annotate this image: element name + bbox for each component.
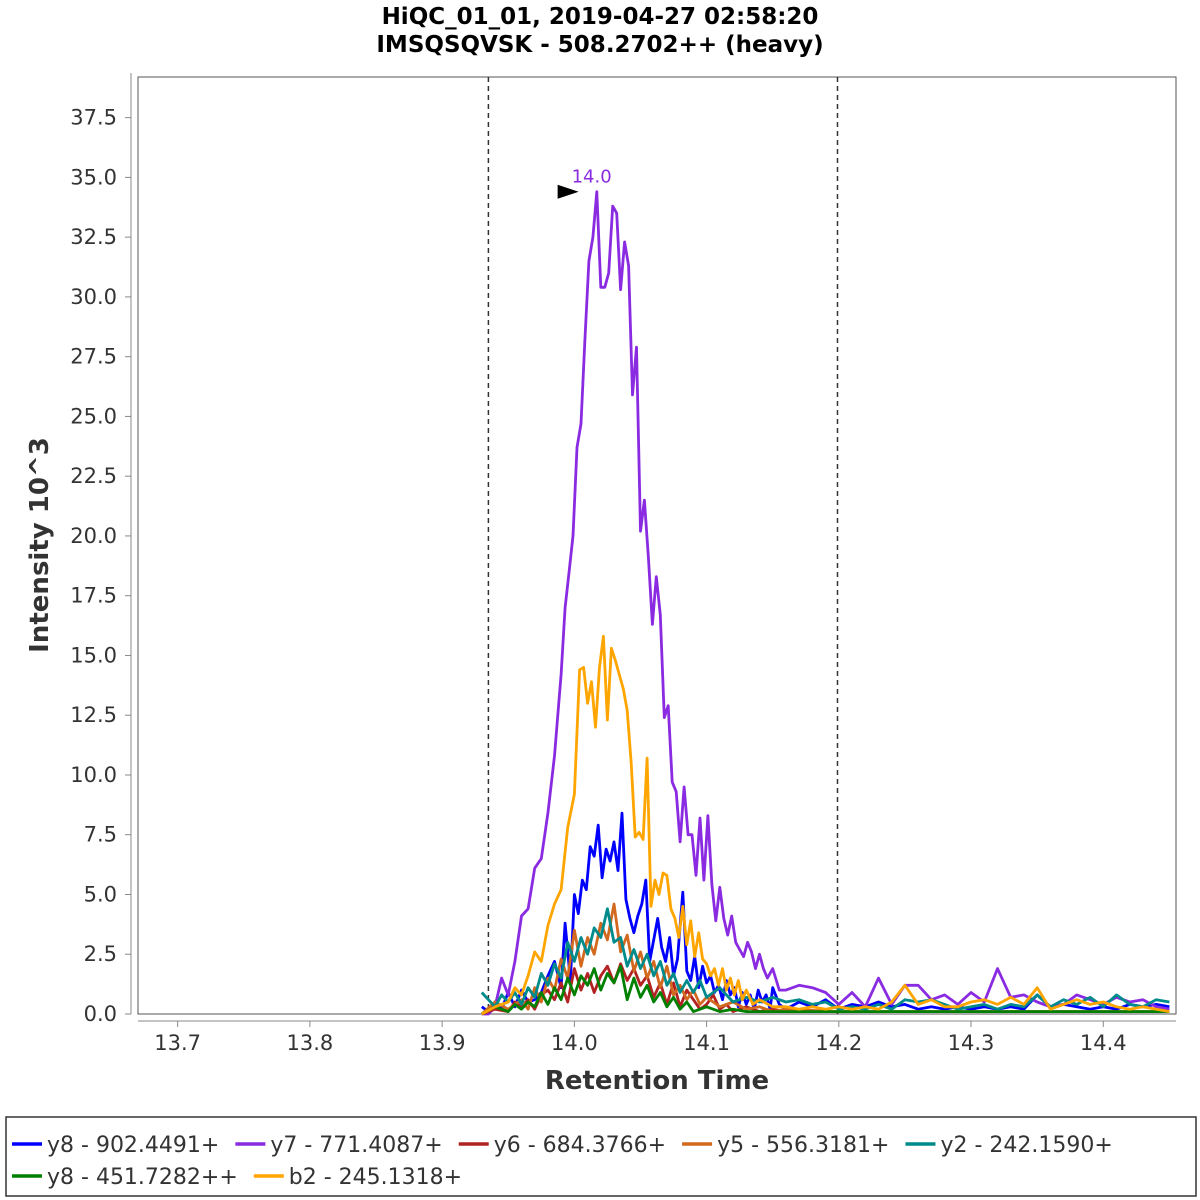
legend: y8 - 902.4491+ y7 - 771.4087+ y6 - 684.376… bbox=[12, 1133, 1113, 1190]
chart-subtitle: IMSQSQVSK - 508.2702++ (heavy) bbox=[376, 32, 823, 58]
y-tick-label: 35.0 bbox=[70, 165, 117, 189]
y-tick-label: 20.0 bbox=[70, 524, 117, 548]
x-tick-label: 13.9 bbox=[419, 1031, 466, 1055]
y-tick-label: 17.5 bbox=[70, 584, 117, 608]
y-tick-label: 27.5 bbox=[70, 345, 117, 369]
x-tick-label: 14.0 bbox=[551, 1031, 598, 1055]
y-tick-label: 25.0 bbox=[70, 404, 117, 428]
y-tick-label: 2.5 bbox=[84, 942, 117, 966]
x-tick-label: 13.7 bbox=[154, 1031, 201, 1055]
y-tick-label: 30.0 bbox=[70, 285, 117, 309]
legend-item-label: b2 - 245.1318+ bbox=[289, 1165, 462, 1190]
y-tick-label: 32.5 bbox=[70, 225, 117, 249]
legend-item-label: y2 - 242.1590+ bbox=[940, 1133, 1112, 1158]
series-line-5 bbox=[481, 964, 1170, 1016]
legend-item-label: y7 - 771.4087+ bbox=[270, 1133, 442, 1158]
peak-label: 14.0 bbox=[572, 167, 612, 188]
series-line-4 bbox=[480, 907, 1170, 1011]
legend-item-label: y8 - 902.4491+ bbox=[47, 1133, 219, 1158]
y-tick-label: 7.5 bbox=[84, 823, 117, 847]
integration-boundaries bbox=[487, 77, 839, 1014]
x-tick-label: 13.8 bbox=[287, 1031, 334, 1055]
x-axis-label: Retention Time bbox=[545, 1066, 769, 1096]
legend-item-label: y8 - 451.7282++ bbox=[47, 1165, 238, 1190]
series-lines bbox=[480, 190, 1170, 1016]
y-tick-label: 12.5 bbox=[70, 703, 117, 727]
x-tick-label: 14.4 bbox=[1080, 1031, 1127, 1055]
series-line-6 bbox=[481, 634, 1170, 1016]
legend-item-label: y6 - 684.3766+ bbox=[494, 1133, 666, 1158]
series-line-1 bbox=[481, 190, 1170, 1016]
x-tick-label: 14.1 bbox=[683, 1031, 730, 1055]
y-tick-label: 0.0 bbox=[84, 1002, 117, 1026]
x-tick-label: 14.2 bbox=[815, 1031, 862, 1055]
peak-annotation: 14.0 bbox=[557, 167, 612, 199]
y-tick-label: 15.0 bbox=[70, 643, 117, 667]
y-tick-label: 5.0 bbox=[84, 882, 117, 906]
legend-item-label: y5 - 556.3181+ bbox=[717, 1133, 889, 1158]
chart-title: HiQC_01_01, 2019-04-27 02:58:20 bbox=[382, 4, 819, 30]
y-axis-label: Intensity 10^3 bbox=[25, 437, 55, 653]
y-tick-label: 37.5 bbox=[70, 106, 117, 130]
legend-box bbox=[5, 1116, 1197, 1197]
y-tick-label: 10.0 bbox=[70, 763, 117, 787]
y-axis-ticks: 0.0 2.5 5.0 7.5 10.0 12.5 15.0 17.5 20.0 22.5 25.0… bbox=[70, 106, 131, 1026]
series-line-2 bbox=[481, 962, 1170, 1016]
x-axis-ticks: 13.7 13.8 13.9 14.0 14.1 14.2 14.3 14.4 bbox=[154, 1021, 1127, 1055]
x-tick-label: 14.3 bbox=[948, 1031, 995, 1055]
peak-marker-icon bbox=[557, 184, 579, 199]
plot-area bbox=[137, 76, 1177, 1015]
y-tick-label: 22.5 bbox=[70, 464, 117, 488]
